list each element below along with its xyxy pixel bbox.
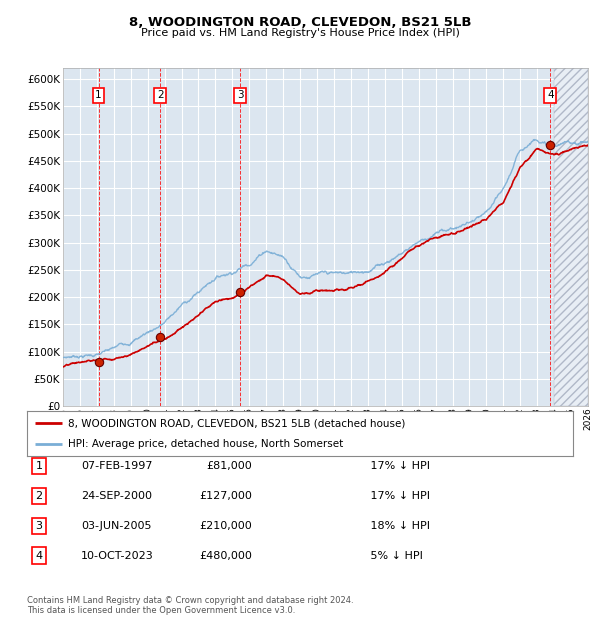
Text: 8, WOODINGTON ROAD, CLEVEDON, BS21 5LB: 8, WOODINGTON ROAD, CLEVEDON, BS21 5LB bbox=[129, 16, 471, 29]
Text: 2: 2 bbox=[157, 91, 164, 100]
Text: Contains HM Land Registry data © Crown copyright and database right 2024.
This d: Contains HM Land Registry data © Crown c… bbox=[27, 596, 353, 615]
Text: £210,000: £210,000 bbox=[199, 521, 252, 531]
Text: HPI: Average price, detached house, North Somerset: HPI: Average price, detached house, Nort… bbox=[68, 438, 343, 449]
Text: 5% ↓ HPI: 5% ↓ HPI bbox=[360, 551, 423, 560]
Text: £81,000: £81,000 bbox=[206, 461, 252, 471]
Text: 03-JUN-2005: 03-JUN-2005 bbox=[81, 521, 151, 531]
Text: Price paid vs. HM Land Registry's House Price Index (HPI): Price paid vs. HM Land Registry's House … bbox=[140, 28, 460, 38]
Text: 10-OCT-2023: 10-OCT-2023 bbox=[81, 551, 154, 560]
Text: 24-SEP-2000: 24-SEP-2000 bbox=[81, 491, 152, 501]
Text: 1: 1 bbox=[35, 461, 43, 471]
Text: 3: 3 bbox=[236, 91, 243, 100]
Text: 3: 3 bbox=[35, 521, 43, 531]
Text: £480,000: £480,000 bbox=[199, 551, 252, 560]
Text: 8, WOODINGTON ROAD, CLEVEDON, BS21 5LB (detached house): 8, WOODINGTON ROAD, CLEVEDON, BS21 5LB (… bbox=[68, 418, 406, 428]
Text: 17% ↓ HPI: 17% ↓ HPI bbox=[360, 461, 430, 471]
Text: 4: 4 bbox=[35, 551, 43, 560]
Text: 18% ↓ HPI: 18% ↓ HPI bbox=[360, 521, 430, 531]
Text: £127,000: £127,000 bbox=[199, 491, 252, 501]
Text: 17% ↓ HPI: 17% ↓ HPI bbox=[360, 491, 430, 501]
Bar bbox=[554, 68, 588, 406]
Text: 4: 4 bbox=[547, 91, 554, 100]
Text: 2: 2 bbox=[35, 491, 43, 501]
Text: 1: 1 bbox=[95, 91, 102, 100]
Text: 07-FEB-1997: 07-FEB-1997 bbox=[81, 461, 152, 471]
